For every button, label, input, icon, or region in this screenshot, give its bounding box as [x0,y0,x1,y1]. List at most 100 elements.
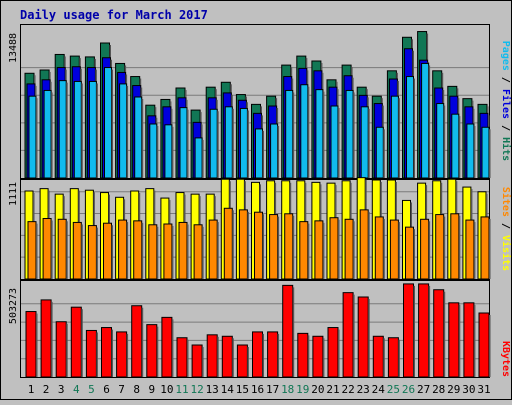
sites-bar-shadow [36,223,38,279]
pages-bar-shadow [141,99,144,178]
sites-bar-shadow [126,222,129,279]
kbytes-bar [55,321,67,378]
pages-bar-shadow [292,92,295,178]
sites-bar-shadow [202,226,204,279]
sites-visits-legend: Sites / Visits [500,187,512,271]
kbytes-bar-shadow [232,338,234,377]
sites-bar-shadow [322,222,325,279]
pages-bar-shadow [413,78,415,178]
pages-bar [73,80,82,179]
pages-bar [58,80,67,179]
sites-bar-shadow [96,227,98,279]
pages-files-hits-legend: Pages / Files / Hits [500,41,512,161]
pages-bar-shadow [126,85,129,178]
kbytes-bar [40,299,52,378]
kbytes-bar [478,312,490,378]
pages-bar [436,103,445,179]
visits-y-tick-label: 1111 [8,182,19,206]
sites-bar-shadow [111,225,113,279]
pages-bar-shadow [277,126,280,178]
pages-bar [330,105,339,179]
sites-bar-shadow [413,229,415,279]
kbytes-bar [418,283,430,378]
kbytes-bar [327,327,339,378]
sites-bar-shadow [232,210,234,279]
day-label: 13 [206,383,219,396]
pages-bar [406,76,414,179]
day-label: 14 [221,383,235,396]
kbytes-bar-shadow [443,291,446,377]
day-label: 12 [190,383,203,396]
kbytes-y-tick-label: 503273 [8,288,19,324]
sites-bar-shadow [171,226,174,279]
kbytes-bar-shadow [353,294,355,377]
pages-bar [481,126,490,179]
legend-part: Hits [500,137,512,161]
kbytes-bar-shadow [322,338,325,377]
kbytes-bar [236,344,248,378]
sites-bar [389,219,399,280]
sites-bar-shadow [262,214,264,279]
sites-bar [87,225,97,280]
kbytes-bar [372,335,384,378]
sites-bar-shadow [338,219,340,279]
pages-bar-shadow [36,98,38,178]
sites-bar [405,226,414,280]
kbytes-bar [131,305,143,378]
sites-bar [103,222,112,280]
sites-bar [223,207,233,280]
sites-bar-shadow [81,224,83,279]
pages-bar [375,126,384,179]
pages-bar-shadow [202,139,204,178]
kbytes-bar-shadow [126,333,129,377]
sites-bar [435,214,445,280]
day-label: 21 [326,383,339,396]
pages-bar [28,95,37,179]
kbytes-bar-shadow [187,339,189,377]
day-label: 8 [133,383,140,396]
pages-bar [270,123,279,179]
pages-bar-shadow [458,116,461,178]
day-label: 6 [103,383,110,396]
kbytes-bar [357,296,369,378]
pages-bar [285,89,294,179]
pages-bar [194,137,203,179]
sites-bar [133,220,143,280]
day-label: 18 [281,383,294,396]
legend-part: / [500,71,511,89]
pages-bar [300,84,309,179]
kbytes-bar-shadow [171,319,174,377]
sites-bar [344,218,354,280]
sites-bar-shadow [353,221,355,279]
day-label: 3 [58,383,65,396]
kbytes-bar [312,335,324,378]
sites-bar [359,209,369,280]
day-label: 23 [357,383,370,396]
sites-bar [193,224,203,280]
day-label: 28 [432,383,445,396]
pages-bar [466,123,475,179]
kbytes-legend: KBytes [500,341,511,377]
pages-bar [315,89,324,179]
kbytes-bar-shadow [368,299,370,377]
day-label: 31 [477,383,490,396]
day-label: 11 [175,383,188,396]
pages-bar [421,62,430,179]
pages-bar-shadow [247,110,249,178]
pages-bar [360,106,369,179]
kbytes-bar [161,316,173,378]
pages-bar-shadow [307,86,310,178]
kbytes-bar-shadow [277,333,280,377]
kbytes-bar [267,331,279,378]
kbytes-bar [282,284,294,378]
day-labels: 1 2 3 4 5 6 7 8 9 10 11 12 13 14 15 16 17 18 19 20 21 22 23 24 2… [28,383,491,396]
sites-bar-shadow [217,222,219,279]
sites-bar [420,218,430,280]
sites-bar [269,214,279,280]
sites-bar [27,221,37,280]
pages-bar [179,107,188,179]
sites-bar [465,219,475,280]
sites-bar-shadow [473,222,476,279]
sites-bar [329,217,339,280]
sites-bar-shadow [368,211,370,279]
